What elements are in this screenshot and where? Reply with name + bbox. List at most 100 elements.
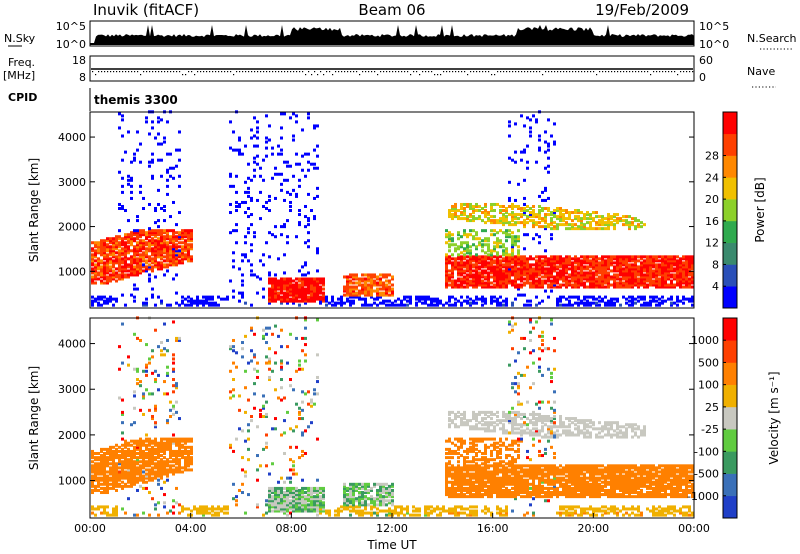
heatmap-cell	[622, 263, 625, 267]
heatmap-cell	[325, 303, 328, 307]
heatmap-cell	[460, 207, 463, 210]
heatmap-cell	[628, 273, 631, 277]
heatmap-cell	[142, 511, 145, 515]
heatmap-cell	[115, 273, 118, 277]
heatmap-cell	[271, 289, 274, 293]
heatmap-cell	[103, 447, 106, 451]
heatmap-cell	[130, 476, 133, 480]
heatmap-cell	[445, 468, 448, 472]
heatmap-cell	[268, 297, 271, 301]
heatmap-cell	[178, 231, 181, 235]
heatmap-cell	[580, 217, 583, 221]
heatmap-cell	[289, 495, 292, 499]
heatmap-cell	[172, 247, 175, 251]
heatmap-cell	[469, 213, 472, 217]
heatmap-cell	[283, 198, 286, 202]
heatmap-cell	[487, 283, 490, 287]
heatmap-cell	[205, 297, 208, 301]
heatmap-cell	[640, 257, 643, 261]
heatmap-cell	[250, 269, 253, 273]
heatmap-cell	[322, 495, 325, 499]
heatmap-cell	[436, 505, 439, 509]
heatmap-cell	[667, 297, 670, 301]
heatmap-cell	[499, 275, 502, 279]
heatmap-cell	[607, 265, 610, 269]
heatmap-cell	[127, 241, 130, 245]
heatmap-cell	[298, 269, 301, 273]
heatmap-cell	[94, 275, 97, 279]
heatmap-cell	[310, 400, 313, 404]
heatmap-cell	[118, 445, 121, 449]
heatmap-cell	[475, 283, 478, 287]
heatmap-cell	[658, 277, 661, 281]
heatmap-cell	[340, 303, 343, 307]
heatmap-cell	[529, 126, 532, 130]
heatmap-cell	[625, 283, 628, 287]
heatmap-cell	[142, 412, 145, 416]
heatmap-cell	[604, 301, 607, 305]
heatmap-cell	[550, 211, 553, 215]
heatmap-cell	[691, 279, 694, 283]
heatmap-cell	[682, 297, 685, 301]
heatmap-cell	[583, 265, 586, 269]
heatmap-cell	[178, 447, 181, 451]
heatmap-cell	[283, 277, 286, 281]
heatmap-cell	[502, 213, 505, 217]
heatmap-cell	[244, 235, 247, 239]
heatmap-cell	[508, 277, 511, 281]
heatmap-cell	[124, 233, 127, 237]
heatmap-cell	[127, 451, 130, 455]
heatmap-cell	[118, 112, 121, 116]
heatmap-cell	[646, 277, 649, 281]
heatmap-cell	[613, 265, 616, 269]
heatmap-cell	[679, 271, 682, 275]
heatmap-cell	[676, 277, 679, 281]
power-ylabel: Slant Range [km]	[27, 158, 41, 262]
heatmap-cell	[109, 237, 112, 241]
heatmap-cell	[538, 257, 541, 261]
heatmap-cell	[283, 499, 286, 503]
heatmap-cell	[622, 271, 625, 275]
heatmap-cell	[265, 154, 268, 158]
heatmap-cell	[682, 281, 685, 285]
heatmap-cell	[388, 287, 391, 291]
heatmap-cell	[187, 462, 190, 466]
heatmap-cell	[274, 351, 277, 355]
heatmap-cell	[109, 478, 112, 482]
heatmap-cell	[157, 345, 160, 349]
heatmap-cell	[121, 253, 124, 257]
heatmap-cell	[319, 499, 322, 503]
heatmap-cell	[679, 263, 682, 267]
heatmap-cell	[592, 265, 595, 269]
heatmap-cell	[238, 150, 241, 154]
heatmap-cell	[568, 259, 571, 263]
heatmap-cell	[523, 209, 526, 213]
heatmap-cell	[316, 281, 319, 285]
heatmap-cell	[616, 283, 619, 287]
heatmap-cell	[580, 299, 583, 303]
heatmap-cell	[349, 499, 352, 503]
heatmap-cell	[175, 237, 178, 241]
heatmap-cell	[478, 277, 481, 281]
heatmap-cell	[604, 221, 607, 225]
heatmap-cell	[391, 484, 394, 488]
heatmap-cell	[127, 480, 130, 484]
heatmap-cell	[139, 184, 142, 188]
heatmap-cell	[601, 219, 604, 223]
heatmap-cell	[139, 443, 142, 447]
heatmap-cell	[373, 482, 376, 486]
heatmap-cell	[130, 456, 133, 460]
heatmap-cell	[187, 233, 190, 237]
heatmap-cell	[649, 269, 652, 273]
heatmap-cell	[121, 273, 124, 277]
heatmap-cell	[448, 507, 451, 511]
heatmap-cell	[319, 299, 322, 303]
heatmap-cell	[235, 241, 238, 245]
heatmap-cell	[121, 257, 124, 261]
heatmap-cell	[517, 251, 520, 255]
heatmap-cell	[178, 460, 181, 464]
heatmap-cell	[424, 295, 427, 299]
heatmap-cell	[289, 204, 292, 208]
heatmap-cell	[307, 160, 310, 164]
heatmap-cell	[136, 462, 139, 466]
